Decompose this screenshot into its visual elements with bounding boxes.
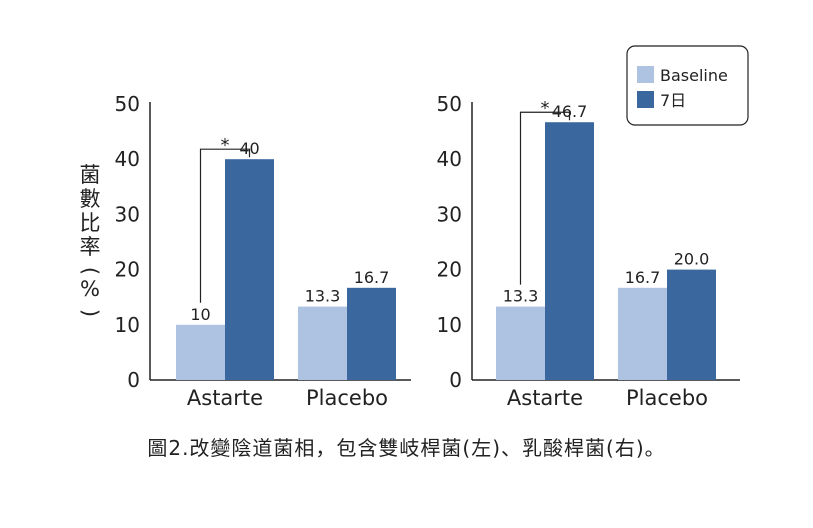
bar-baseline-placebo (298, 306, 347, 380)
bar-baseline-placebo (618, 287, 667, 380)
bar-day7-astarte (545, 122, 594, 380)
x-tick-label: Astarte (507, 386, 583, 410)
y-axis-title-char: ( (78, 267, 102, 275)
y-axis-title-char: 比 (80, 211, 101, 235)
y-tick-label: 10 (437, 313, 462, 337)
data-label: 10 (190, 305, 210, 324)
significance-bracket (199, 148, 251, 303)
y-tick-label: 40 (437, 147, 462, 171)
bar-baseline-astarte (496, 306, 545, 380)
y-tick-label: 20 (437, 258, 462, 282)
chart-right: 0102030405013.346.7Astarte16.720.0Placeb… (437, 92, 740, 410)
bar-day7-astarte (225, 159, 274, 380)
y-tick-label: 20 (115, 258, 140, 282)
legend: Baseline 7日 (626, 45, 749, 126)
significance-star: * (221, 135, 230, 156)
y-tick-label: 0 (127, 368, 140, 392)
data-label: 13.3 (503, 287, 539, 306)
data-label: 16.7 (354, 268, 390, 287)
data-label: 16.7 (625, 268, 661, 287)
data-label: 20.0 (674, 250, 710, 269)
legend-swatch-baseline (637, 66, 654, 83)
bar-day7-placebo (667, 269, 716, 380)
y-axis-title-char: 菌 (80, 163, 101, 187)
y-tick-label: 50 (115, 92, 140, 116)
legend-swatch-day7 (637, 91, 654, 108)
bar-baseline-astarte (176, 324, 225, 380)
x-tick-label: Astarte (187, 386, 263, 410)
y-axis-title-char: 數 (80, 187, 101, 211)
significance-bracket (519, 111, 571, 285)
bar-day7-placebo (347, 287, 396, 380)
significance-star: * (541, 98, 550, 119)
data-label: 13.3 (305, 287, 341, 306)
y-tick-label: 50 (437, 92, 462, 116)
y-axis-title-char: 率 (80, 235, 101, 259)
y-tick-label: 40 (115, 147, 140, 171)
figure-caption: 圖2.改變陰道菌相，包含雙岐桿菌(左)、乳酸桿菌(右)。 (147, 436, 666, 460)
legend-label-baseline: Baseline (660, 66, 728, 85)
legend-label-day7: 7日 (660, 91, 686, 110)
y-axis-title-char: ) (78, 309, 102, 317)
x-tick-label: Placebo (626, 386, 708, 410)
y-axis-title-char: % (80, 277, 100, 301)
legend-box (626, 45, 749, 126)
y-tick-label: 10 (115, 313, 140, 337)
y-tick-label: 0 (449, 368, 462, 392)
y-tick-label: 30 (437, 202, 462, 226)
x-tick-label: Placebo (306, 386, 388, 410)
y-tick-label: 30 (115, 202, 140, 226)
